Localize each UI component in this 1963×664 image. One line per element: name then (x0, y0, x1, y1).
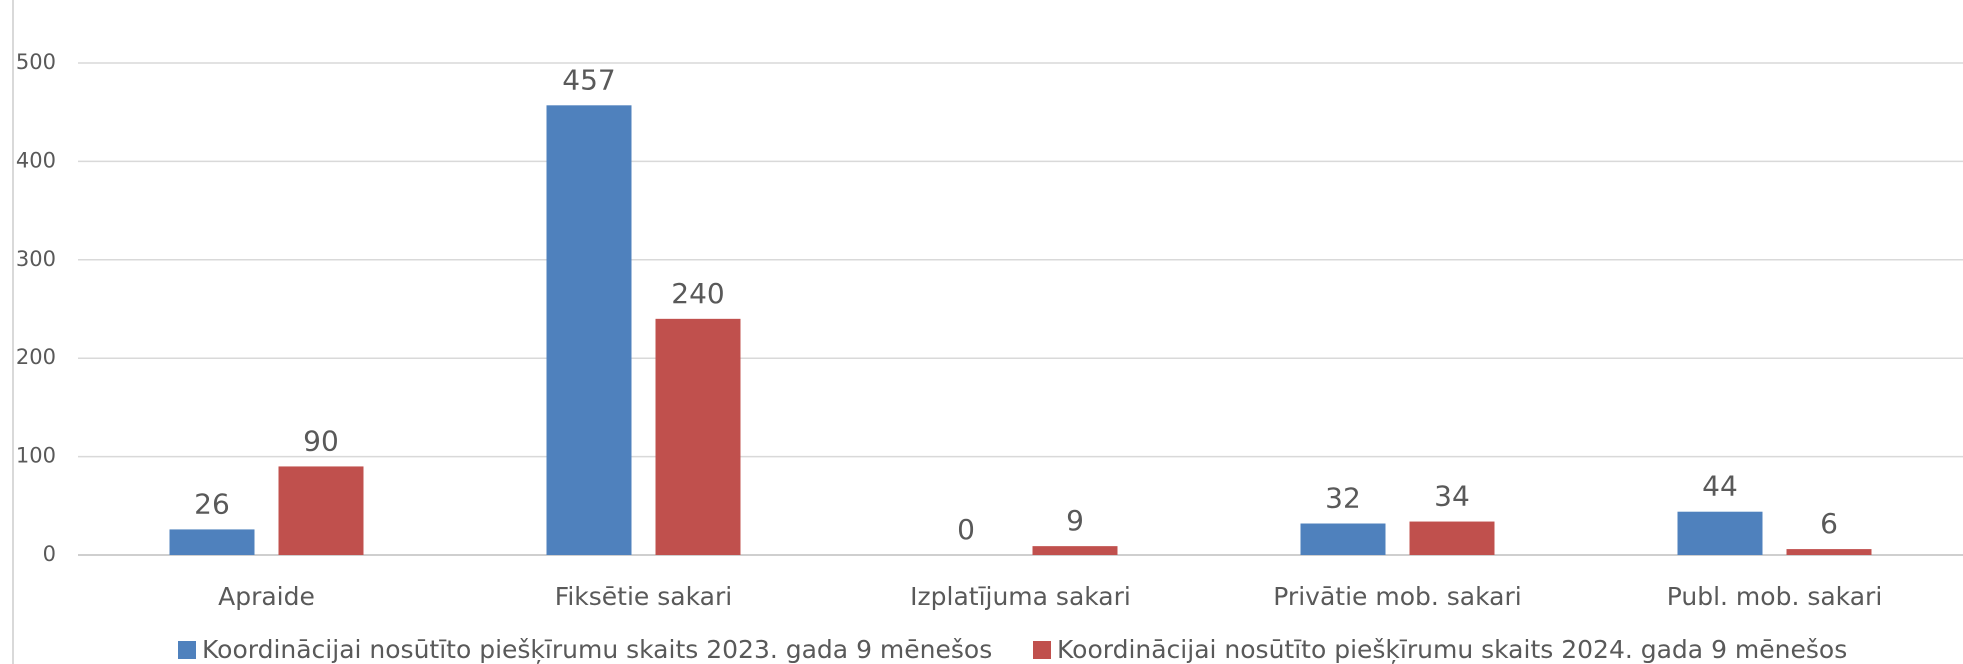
bar (1032, 546, 1118, 555)
legend-label: Koordinācijai nosūtīto piešķīrumu skaits… (1057, 635, 1847, 664)
bar (546, 105, 632, 555)
data-label: 32 (1325, 482, 1361, 515)
y-tick-label: 200 (16, 345, 56, 369)
data-label: 34 (1434, 480, 1470, 513)
x-tick-label: Fiksētie sakari (555, 582, 732, 611)
y-tick-label: 400 (16, 148, 56, 172)
x-tick-label: Privātie mob. sakari (1273, 582, 1521, 611)
data-label: 6 (1820, 507, 1838, 540)
legend-swatch (178, 641, 196, 659)
bar (278, 466, 364, 555)
legend-swatch (1033, 641, 1051, 659)
bar (1300, 523, 1386, 555)
bar (1786, 549, 1872, 555)
bar (169, 529, 255, 555)
bar (655, 318, 741, 555)
bar (1409, 521, 1495, 555)
y-tick-label: 100 (16, 444, 56, 468)
y-tick-label: 500 (16, 50, 56, 74)
data-label: 457 (562, 63, 615, 96)
x-tick-label: Publ. mob. sakari (1667, 582, 1883, 611)
data-label: 240 (671, 277, 724, 310)
y-tick-label: 300 (16, 247, 56, 271)
y-tick-label: 0 (43, 542, 56, 566)
data-label: 26 (194, 487, 230, 520)
data-label: 90 (303, 424, 339, 457)
bar (1677, 511, 1763, 555)
legend-label: Koordinācijai nosūtīto piešķīrumu skaits… (202, 635, 992, 664)
data-label: 44 (1702, 470, 1738, 503)
x-tick-label: Izplatījuma sakari (910, 582, 1131, 611)
data-label: 9 (1066, 504, 1084, 537)
x-tick-label: Apraide (218, 582, 315, 611)
data-label: 0 (957, 513, 975, 546)
